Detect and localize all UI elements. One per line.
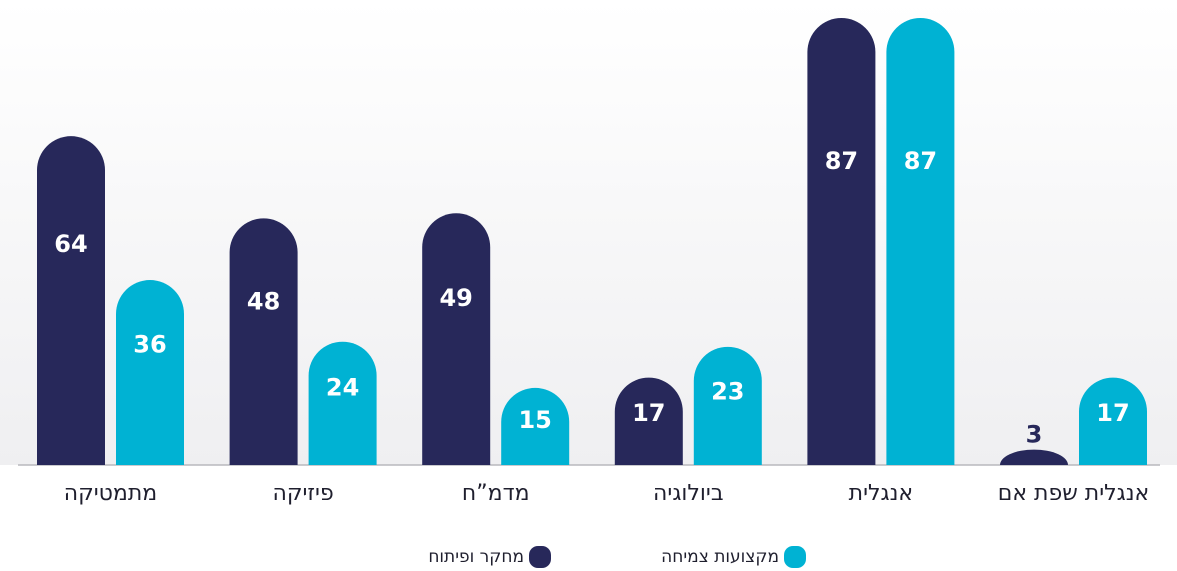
bar	[1079, 377, 1147, 465]
bar	[422, 213, 491, 465]
value-label: 3	[1026, 421, 1043, 449]
value-label: 49	[439, 284, 472, 312]
value-label: 36	[133, 331, 166, 359]
value-label: 17	[1096, 399, 1129, 427]
value-label: 87	[904, 147, 937, 175]
x-tick-label: מדמ”ח	[462, 481, 530, 506]
value-label: 64	[54, 230, 87, 258]
legend-swatch	[529, 546, 551, 568]
bar	[1000, 449, 1068, 465]
bar	[501, 387, 570, 465]
x-tick-label: פיזיקה	[273, 481, 334, 506]
value-label: 48	[247, 287, 280, 315]
bar	[886, 18, 955, 465]
bar	[229, 218, 298, 465]
bar	[807, 18, 876, 465]
bar	[614, 377, 683, 465]
value-label: 87	[825, 147, 858, 175]
x-tick-label: אנגלית שפת אם	[998, 481, 1150, 506]
legend-label: מקצועות צמיחה	[661, 547, 779, 567]
x-tick-label: אנגלית	[849, 481, 913, 506]
bar	[693, 346, 762, 465]
bar	[308, 341, 377, 465]
value-label: 23	[711, 377, 744, 405]
bar	[116, 280, 184, 465]
legend-swatch	[784, 546, 806, 568]
x-tick-label: מתמטיקה	[64, 481, 158, 506]
plot-background	[0, 0, 1177, 465]
legend-label: מחקר ופיתוח	[428, 547, 524, 567]
bar	[37, 136, 105, 465]
value-label: 17	[632, 399, 665, 427]
x-tick-label: ביולוגיה	[653, 481, 724, 506]
value-label: 24	[326, 374, 359, 402]
value-label: 15	[518, 406, 551, 434]
